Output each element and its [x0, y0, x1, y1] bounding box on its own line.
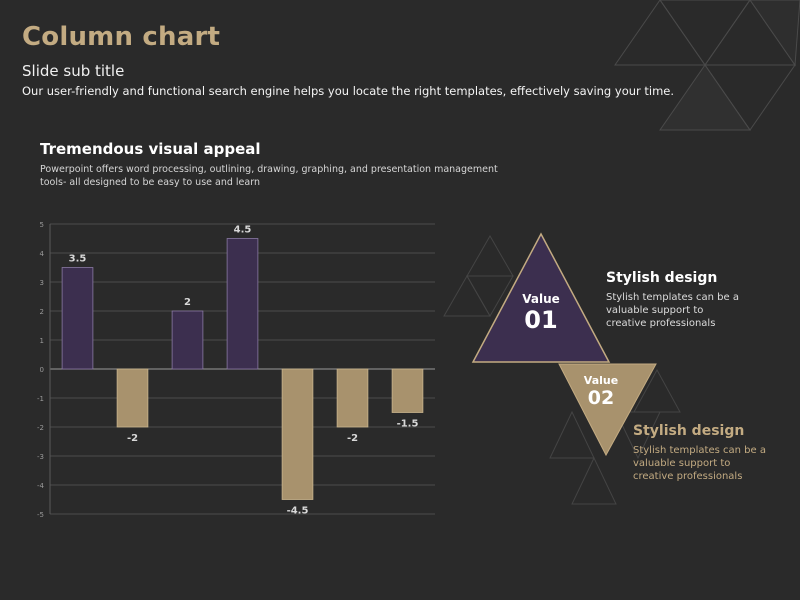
- column-chart: -5 -4 -3 -2 -1 0 1 2 3 4 5 3.5 -2 2 4.5 -4.5 -2 -1.5: [37, 221, 435, 519]
- data-label: 4.5: [234, 225, 252, 236]
- info-2-heading: Stylish design: [633, 423, 745, 439]
- value-01-key: Value: [522, 292, 560, 306]
- data-label: 2: [184, 297, 191, 308]
- y-tick-label: 5: [40, 221, 44, 229]
- y-tick-label: -2: [37, 424, 44, 432]
- bar: [391, 368, 424, 413]
- y-tick-label: 2: [40, 308, 44, 316]
- y-tick-label: -4: [37, 482, 45, 490]
- y-tick-label: 1: [40, 337, 44, 345]
- bar: [171, 310, 204, 370]
- slide-title: Column chart: [22, 22, 221, 52]
- value-02-key: Value: [583, 374, 619, 387]
- value-01-label: Value 01: [505, 292, 577, 334]
- bar: [116, 368, 149, 428]
- info-block-2: Stylish design Stylish templates can be …: [633, 422, 773, 483]
- y-tick-label: -1: [37, 395, 44, 403]
- bar: [336, 368, 369, 428]
- value-02-label: Value 02: [570, 374, 632, 409]
- y-tick-label: 3: [40, 279, 44, 287]
- top-right-triangle-pattern: [614, 0, 800, 131]
- data-label: 3.5: [69, 254, 87, 265]
- data-label: -2: [127, 433, 138, 444]
- data-label: -1.5: [397, 419, 419, 430]
- slide-subtitle: Slide sub title: [22, 62, 125, 80]
- left-triangle-pattern: [443, 234, 514, 318]
- bar: [226, 238, 259, 370]
- info-1-body: Stylish templates can be a valuable supp…: [606, 292, 739, 329]
- section-heading: Tremendous visual appeal: [40, 140, 261, 158]
- value-02-number: 02: [587, 387, 615, 409]
- bar: [281, 368, 314, 500]
- data-label: -4.5: [287, 506, 309, 517]
- y-tick-label: -5: [37, 511, 44, 519]
- y-tick-label: 4: [40, 250, 45, 258]
- y-tick-label: 0: [40, 366, 44, 374]
- y-tick-label: -3: [37, 453, 44, 461]
- bar: [61, 267, 94, 370]
- info-block-1: Stylish design Stylish templates can be …: [606, 269, 746, 330]
- section-body: Powerpoint offers word processing, outli…: [40, 164, 498, 188]
- info-1-heading: Stylish design: [606, 270, 718, 286]
- data-label: -2: [347, 433, 358, 444]
- info-2-body: Stylish templates can be a valuable supp…: [633, 445, 766, 482]
- value-01-number: 01: [524, 306, 558, 334]
- slide-intro: Our user-friendly and functional search …: [22, 84, 675, 98]
